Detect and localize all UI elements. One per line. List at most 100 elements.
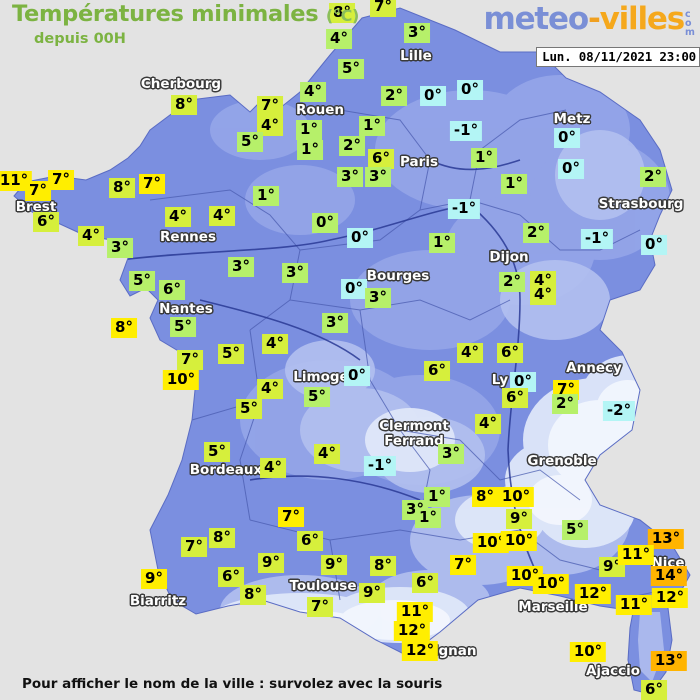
temperature-badge[interactable]: 13° [647, 529, 685, 549]
temperature-badge[interactable]: 3° [282, 263, 308, 283]
temperature-badge[interactable]: 10° [569, 642, 607, 662]
temperature-badge[interactable]: 1° [297, 140, 323, 160]
temperature-badge[interactable]: 1° [253, 186, 279, 206]
temperature-badge[interactable]: 13° [650, 651, 688, 671]
temperature-badge[interactable]: 7° [25, 181, 51, 201]
temperature-badge[interactable]: 1° [429, 233, 455, 253]
temperature-badge[interactable]: 7° [139, 174, 165, 194]
temperature-badge[interactable]: 10° [532, 574, 570, 594]
temperature-badge[interactable]: 5° [562, 520, 588, 540]
temperature-badge[interactable]: 3° [228, 257, 254, 277]
temperature-badge[interactable]: 4° [165, 207, 191, 227]
temperature-badge[interactable]: 6° [424, 361, 450, 381]
temperature-badge[interactable]: 1° [415, 508, 441, 528]
temperature-badge[interactable]: 9° [141, 569, 167, 589]
temperature-badge[interactable]: 9° [321, 555, 347, 575]
temperature-badge[interactable]: 4° [300, 82, 326, 102]
temperature-badge[interactable]: 6° [497, 343, 523, 363]
temperature-badge[interactable]: 12° [401, 641, 439, 661]
temperature-badge[interactable]: -1° [580, 229, 614, 249]
temperature-badge[interactable]: 11° [0, 171, 33, 191]
temperature-badge[interactable]: 5° [129, 271, 155, 291]
temperature-badge[interactable]: 6° [159, 280, 185, 300]
temperature-badge[interactable]: 7° [177, 350, 203, 370]
temperature-badge[interactable]: 0° [312, 213, 338, 233]
temperature-badge[interactable]: 3° [322, 313, 348, 333]
temperature-badge[interactable]: -1° [449, 121, 483, 141]
temperature-badge[interactable]: 6° [33, 212, 59, 232]
temperature-badge[interactable]: 4° [78, 226, 104, 246]
temperature-badge[interactable]: 11° [615, 595, 653, 615]
temperature-badge[interactable]: 8° [109, 178, 135, 198]
temperature-badge[interactable]: 8° [240, 585, 266, 605]
temperature-badge[interactable]: 4° [262, 334, 288, 354]
temperature-badge[interactable]: 4° [326, 29, 352, 49]
temperature-badge[interactable]: 0° [554, 128, 580, 148]
temperature-badge[interactable]: 0° [420, 86, 446, 106]
temperature-badge[interactable]: 12° [574, 584, 612, 604]
temperature-badge[interactable]: 5° [218, 344, 244, 364]
temperature-badge[interactable]: 7° [450, 555, 476, 575]
temperature-badge[interactable]: 1° [424, 487, 450, 507]
temperature-badge[interactable]: 6° [218, 567, 244, 587]
temperature-badge[interactable]: 3° [404, 23, 430, 43]
temperature-badge[interactable]: 4° [475, 414, 501, 434]
temperature-badge[interactable]: 9° [359, 583, 385, 603]
temperature-badge[interactable]: 0° [347, 228, 373, 248]
temperature-badge[interactable]: 8° [111, 318, 137, 338]
temperature-badge[interactable]: 14° [650, 566, 688, 586]
temperature-badge[interactable]: 2° [499, 272, 525, 292]
temperature-badge[interactable]: 1° [501, 174, 527, 194]
temperature-badge[interactable]: 2° [552, 394, 578, 414]
temperature-badge[interactable]: 4° [530, 285, 556, 305]
temperature-badge[interactable]: 4° [257, 116, 283, 136]
temperature-badge[interactable]: 10° [162, 370, 200, 390]
meteo-villes-logo[interactable]: meteo-villes c o m [483, 2, 694, 37]
temperature-badge[interactable]: 6° [368, 149, 394, 169]
temperature-badge[interactable]: 2° [640, 167, 666, 187]
temperature-badge[interactable]: 7° [370, 0, 396, 17]
temperature-badge[interactable]: 5° [304, 387, 330, 407]
temperature-badge[interactable]: 8° [209, 528, 235, 548]
temperature-badge[interactable]: -2° [602, 401, 636, 421]
temperature-badge[interactable]: 6° [502, 388, 528, 408]
temperature-badge[interactable]: 7° [48, 170, 74, 190]
temperature-badge[interactable]: 2° [523, 223, 549, 243]
temperature-badge[interactable]: 7° [257, 96, 283, 116]
temperature-badge[interactable]: 11° [617, 545, 655, 565]
temperature-badge[interactable]: 5° [204, 442, 230, 462]
temperature-badge[interactable]: 8° [472, 487, 498, 507]
temperature-badge[interactable]: 5° [236, 399, 262, 419]
temperature-badge[interactable]: -1° [447, 199, 481, 219]
temperature-badge[interactable]: 8° [370, 556, 396, 576]
temperature-badge[interactable]: 9° [258, 553, 284, 573]
temperature-badge[interactable]: 3° [365, 167, 391, 187]
temperature-badge[interactable]: 4° [314, 444, 340, 464]
temperature-badge[interactable]: 10° [500, 531, 538, 551]
temperature-badge[interactable]: 4° [257, 379, 283, 399]
temperature-badge[interactable]: 1° [471, 148, 497, 168]
temperature-badge[interactable]: 3° [365, 288, 391, 308]
temperature-badge[interactable]: 10° [472, 533, 510, 553]
temperature-badge[interactable]: 3° [107, 238, 133, 258]
temperature-badge[interactable]: 0° [558, 159, 584, 179]
temperature-badge[interactable]: 0° [641, 235, 667, 255]
temperature-badge[interactable]: 0° [457, 80, 483, 100]
temperature-badge[interactable]: 6° [641, 680, 667, 700]
temperature-badge[interactable]: 5° [170, 317, 196, 337]
temperature-badge[interactable]: 7° [181, 537, 207, 557]
temperature-badge[interactable]: 0° [344, 366, 370, 386]
temperature-badge[interactable]: 0° [341, 279, 367, 299]
temperature-badge[interactable]: 2° [381, 86, 407, 106]
temperature-badge[interactable]: 6° [412, 573, 438, 593]
temperature-badge[interactable]: 12° [651, 588, 689, 608]
temperature-badge[interactable]: 10° [497, 487, 535, 507]
temperature-badge[interactable]: 9° [506, 509, 532, 529]
temperature-badge[interactable]: 0° [510, 372, 536, 392]
temperature-badge[interactable]: 7° [307, 597, 333, 617]
temperature-badge[interactable]: 8° [329, 3, 355, 23]
temperature-badge[interactable]: 5° [237, 132, 263, 152]
temperature-badge[interactable]: 5° [338, 59, 364, 79]
temperature-badge[interactable]: 4° [457, 343, 483, 363]
temperature-badge[interactable]: -1° [363, 456, 397, 476]
